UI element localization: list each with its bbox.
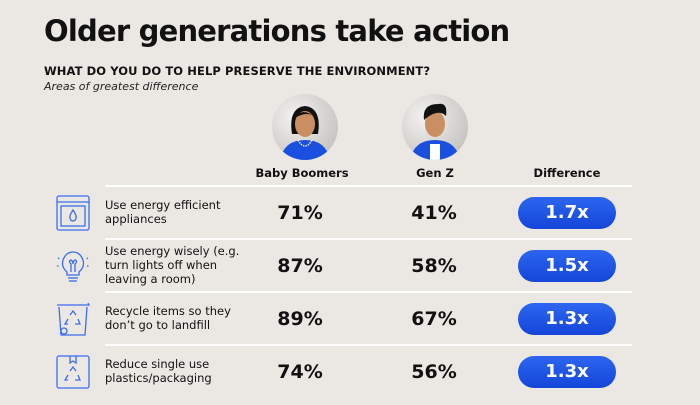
note: Areas of greatest difference: [44, 80, 199, 93]
row-label: Reduce single use plastics/packaging: [105, 357, 212, 385]
table-row: Reduce single use plastics/packaging 74%…: [0, 346, 700, 398]
subtitle: WHAT DO YOU DO TO HELP PRESERVE THE ENVI…: [44, 64, 431, 78]
difference-badge: 1.3x: [518, 303, 616, 335]
gen-z-value: 56%: [411, 361, 457, 383]
recycle-package-icon: [56, 355, 90, 389]
baby-boomer-avatar: [272, 94, 338, 160]
divider: [105, 344, 632, 346]
baby-boomers-value: 74%: [277, 361, 323, 383]
column-header-difference: Difference: [533, 166, 601, 180]
baby-boomers-value: 87%: [277, 255, 323, 277]
row-label: Recycle items so they don’t go to landfi…: [105, 304, 231, 332]
difference-badge: 1.3x: [518, 356, 616, 388]
appliance-icon: [56, 195, 90, 231]
baby-boomers-value: 89%: [277, 308, 323, 330]
row-label: Use energy efficient appliances: [105, 198, 221, 226]
recycle-bin-icon: [57, 302, 91, 336]
gen-z-value: 58%: [411, 255, 457, 277]
column-header-baby-boomers: Baby Boomers: [255, 166, 349, 180]
page-title: Older generations take action: [44, 14, 510, 48]
gen-z-value: 41%: [411, 202, 457, 224]
table-row: Recycle items so they don’t go to landfi…: [0, 293, 700, 345]
table-row: Use energy efficient appliances 71% 41% …: [0, 187, 700, 239]
divider: [105, 185, 632, 187]
table-row: Use energy wisely (e.g. turn lights off …: [0, 240, 700, 292]
gen-z-value: 67%: [411, 308, 457, 330]
lightbulb-icon: [57, 251, 89, 282]
baby-boomers-value: 71%: [277, 202, 323, 224]
difference-badge: 1.5x: [518, 250, 616, 282]
gen-z-avatar: [402, 94, 468, 160]
divider: [105, 238, 632, 240]
difference-badge: 1.7x: [518, 197, 616, 229]
column-header-gen-z: Gen Z: [416, 166, 454, 180]
divider: [105, 291, 632, 293]
row-label: Use energy wisely (e.g. turn lights off …: [105, 244, 240, 286]
